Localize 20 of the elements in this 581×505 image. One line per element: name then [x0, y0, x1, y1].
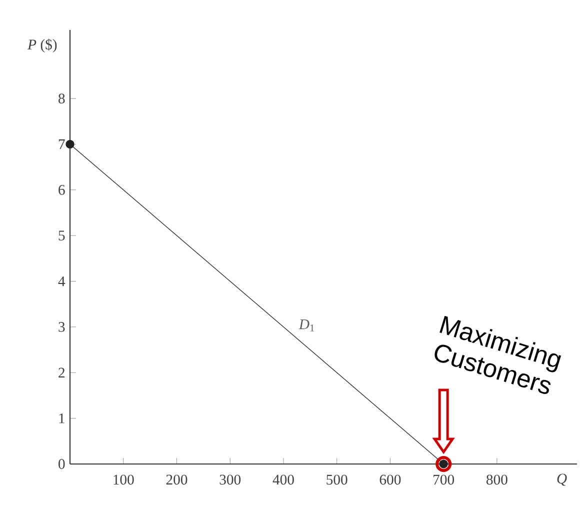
x-tick-label: 400	[272, 474, 294, 485]
x-tick-label: 500	[326, 474, 348, 485]
y-axis-title: P ($)	[27, 38, 57, 52]
x-tick-label: 700	[434, 474, 454, 485]
y-tick-label: 1	[59, 413, 64, 424]
x-tick-label: 300	[220, 474, 241, 485]
y-tick-label: 5	[58, 230, 65, 240]
y-tick-label: 6	[58, 184, 65, 195]
y-tick-label: 3	[58, 322, 65, 332]
y-tick-label: 0	[58, 459, 65, 469]
y-tick-label: 4	[58, 276, 66, 286]
x-tick-label: 200	[166, 474, 188, 485]
y-tick-label: 8	[58, 94, 65, 104]
x-tick-label: 100	[114, 474, 134, 485]
x-axis-title: Q	[557, 474, 567, 486]
y-tick-label: 2	[58, 368, 64, 378]
y-tick-label: 7	[58, 139, 65, 150]
x-tick-label: 800	[486, 474, 508, 485]
series-label: D$_{1}$	[298, 320, 314, 332]
x-tick-label: 600	[380, 474, 401, 485]
